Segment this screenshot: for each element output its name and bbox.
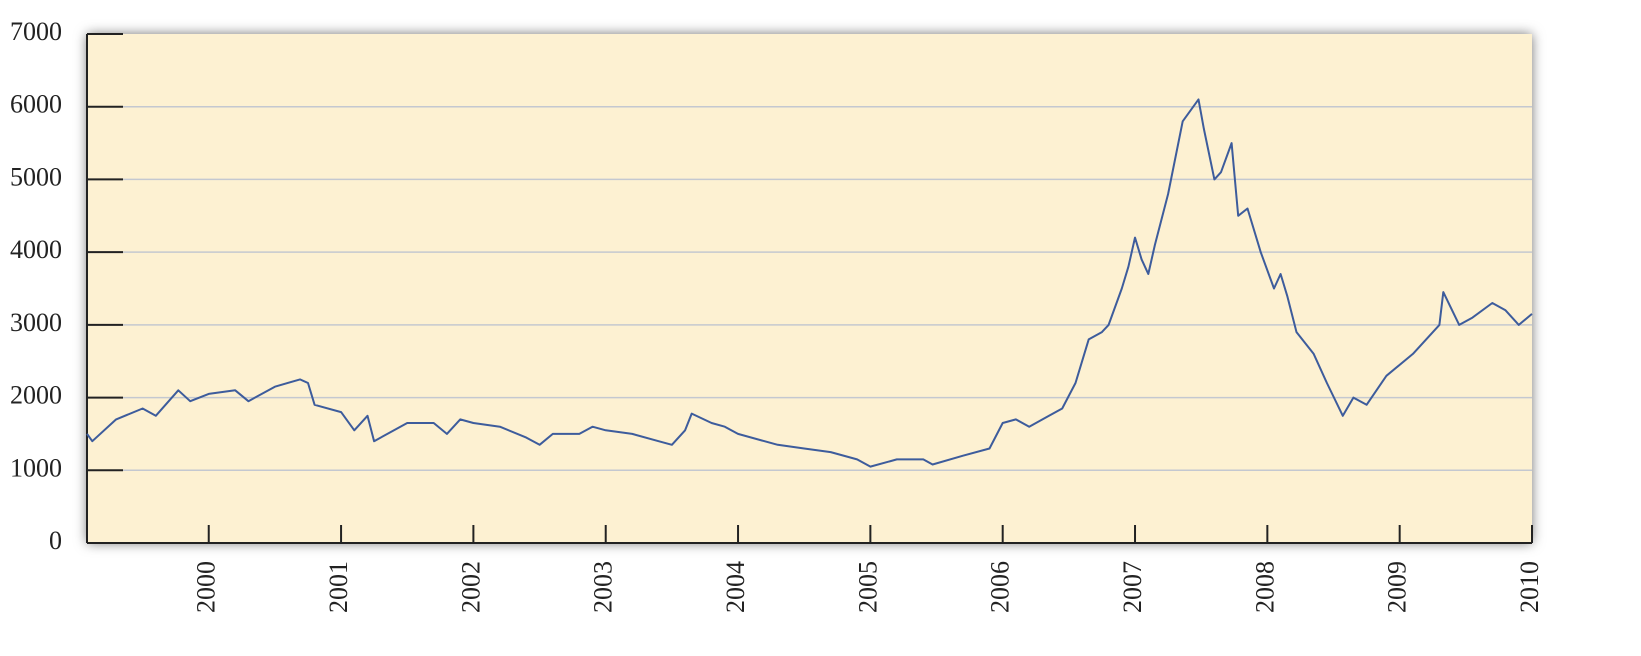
x-tick-label: 2003 — [589, 561, 618, 613]
data-line — [86, 98, 1533, 468]
x-tick-label: 2006 — [986, 561, 1015, 613]
y-tick-label: 5000 — [10, 162, 62, 191]
y-tick-label: 0 — [49, 526, 62, 555]
x-tick-label: 2010 — [1515, 561, 1544, 613]
y-tick-label: 4000 — [10, 235, 62, 264]
y-tick-label: 6000 — [10, 90, 62, 119]
x-tick-label: 2000 — [192, 561, 221, 613]
x-tick-label: 2002 — [456, 561, 485, 613]
x-tick-label: 2004 — [721, 561, 750, 613]
x-tick-label: 2009 — [1383, 561, 1412, 613]
x-tick-label: 2007 — [1118, 561, 1147, 613]
plot-area — [87, 34, 1532, 543]
y-tick-label: 3000 — [10, 308, 62, 337]
x-tick-label: 2008 — [1250, 561, 1279, 613]
x-tick-label: 2001 — [324, 561, 353, 613]
y-tick-label: 7000 — [10, 17, 62, 46]
x-tick-label: 2005 — [853, 561, 882, 613]
y-tick-label: 2000 — [10, 381, 62, 410]
y-tick-label: 1000 — [10, 453, 62, 482]
